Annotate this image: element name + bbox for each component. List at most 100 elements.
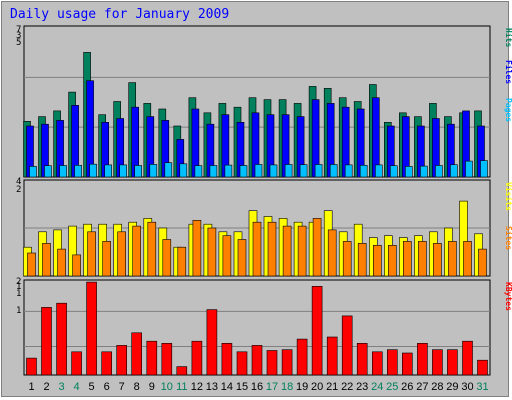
legend-item-files: Files [504, 60, 512, 84]
legend-item-pages: Pages [504, 98, 512, 122]
bar-kbytes-day-23 [356, 342, 368, 376]
bar-sites-day-9 [147, 221, 157, 277]
bar-pages-day-5 [89, 163, 97, 178]
bar-kbytes-day-30 [462, 340, 473, 376]
bar-pages-day-17 [269, 164, 278, 178]
series-pages [29, 160, 488, 178]
x-tick-label-day-29: 29 [446, 381, 458, 393]
bar-kbytes-day-13 [206, 309, 218, 376]
bar-pages-day-30 [465, 160, 473, 178]
x-tick-label-day-16: 16 [251, 381, 263, 393]
legend-bottom: KBytes [504, 282, 512, 311]
x-tick-label-day-26: 26 [401, 381, 413, 393]
bar-sites-day-6 [102, 241, 111, 277]
bar-pages-day-25 [389, 165, 398, 178]
series-kbytes [26, 281, 488, 376]
bar-pages-day-23 [359, 165, 368, 178]
x-tick-label-day-31: 31 [476, 381, 488, 393]
y-tick-label: 1 [16, 289, 21, 299]
x-tick-label-day-18: 18 [281, 381, 293, 393]
bar-kbytes-day-27 [417, 342, 428, 376]
x-tick-label-day-19: 19 [296, 381, 308, 393]
bar-pages-day-18 [284, 164, 293, 178]
bar-sites-day-27 [418, 241, 427, 277]
bar-sites-day-7 [117, 231, 126, 277]
bar-kbytes-day-18 [281, 349, 293, 376]
bar-pages-day-4 [74, 165, 82, 178]
bar-pages-day-11 [179, 163, 188, 178]
bar-kbytes-day-9 [146, 340, 158, 376]
bar-pages-day-9 [149, 164, 158, 178]
bar-sites-day-8 [132, 225, 141, 277]
x-tick-label-day-6: 6 [104, 381, 110, 393]
bar-kbytes-day-2 [41, 307, 52, 376]
x-tick-label-day-27: 27 [416, 381, 428, 393]
x-tick-label-day-11: 11 [176, 381, 187, 393]
bar-sites-day-28 [433, 243, 442, 277]
x-tick-label-day-12: 12 [191, 381, 203, 393]
bar-kbytes-day-22 [341, 315, 353, 376]
bar-kbytes-day-7 [116, 345, 127, 376]
bar-sites-day-19 [297, 225, 307, 277]
bar-pages-day-20 [314, 164, 323, 178]
x-tick-label-day-2: 2 [43, 381, 49, 393]
y-tick-label: 4 [16, 177, 21, 187]
y-tick-label: 3 [16, 31, 21, 41]
bar-sites-day-23 [357, 243, 367, 277]
bar-pages-day-27 [420, 165, 428, 178]
bar-kbytes-day-14 [221, 342, 233, 376]
x-tick-label-day-10: 10 [161, 381, 173, 393]
bar-sites-day-25 [387, 245, 397, 277]
x-tick-label-day-13: 13 [206, 381, 218, 393]
bar-kbytes-day-29 [447, 349, 458, 376]
legend-item-sites: Sites [504, 226, 512, 250]
y-tick-label: 1 [16, 306, 21, 316]
bar-sites-day-2 [42, 243, 51, 277]
x-tick-label-day-4: 4 [74, 381, 80, 393]
bar-sites-day-12 [192, 220, 202, 277]
bar-kbytes-day-10 [161, 342, 173, 376]
x-tick-label-day-24: 24 [371, 381, 383, 393]
bar-kbytes-day-1 [26, 357, 37, 376]
x-tick-label-day-25: 25 [386, 381, 398, 393]
bar-kbytes-day-6 [101, 351, 112, 376]
y-tick-label: 2 [16, 185, 21, 195]
bar-sites-day-14 [222, 235, 232, 277]
bar-sites-day-1 [27, 252, 36, 277]
bar-kbytes-day-16 [251, 345, 263, 376]
bar-kbytes-day-5 [86, 281, 97, 376]
x-axis-labels: 1 2 3 4 5 6 7 8 9 10 11 12 13 14 15 16 17 18 19 20 21 22 23 24 2… [28, 381, 488, 393]
bar-pages-day-10 [164, 162, 173, 178]
bar-sites-day-26 [402, 241, 412, 277]
bar-sites-day-20 [312, 218, 322, 277]
bar-pages-day-15 [239, 165, 248, 178]
legend-item-hits: Hits [504, 28, 512, 47]
bar-pages-day-31 [480, 160, 488, 178]
bar-sites-day-21 [327, 229, 337, 277]
bar-pages-day-21 [329, 164, 338, 178]
y-tick-label: 5 [16, 38, 21, 48]
x-tick-label-day-8: 8 [134, 381, 140, 393]
x-tick-label-day-17: 17 [266, 381, 278, 393]
x-tick-label-day-14: 14 [221, 381, 233, 393]
bar-pages-day-16 [254, 164, 263, 178]
bar-kbytes-day-28 [432, 349, 443, 376]
x-tick-label-day-22: 22 [341, 381, 353, 393]
x-tick-label-day-7: 7 [119, 381, 125, 393]
panel-middle: 42 Visits Sites [16, 177, 512, 277]
bar-kbytes-day-11 [176, 366, 188, 376]
panel-top: 735 Hits Files Pages [16, 25, 512, 178]
bar-sites-day-24 [372, 245, 382, 277]
bar-sites-day-11 [177, 246, 187, 277]
bar-pages-day-28 [435, 165, 443, 178]
legend-item-kbytes: KBytes [504, 282, 512, 311]
chart-title: Daily usage for January 2009 [10, 7, 230, 22]
bar-kbytes-day-4 [71, 351, 82, 376]
bar-pages-day-22 [344, 164, 353, 178]
bar-sites-day-22 [342, 241, 352, 277]
bar-sites-day-17 [267, 221, 277, 277]
bar-pages-day-6 [104, 164, 112, 178]
x-tick-label-day-21: 21 [326, 381, 338, 393]
